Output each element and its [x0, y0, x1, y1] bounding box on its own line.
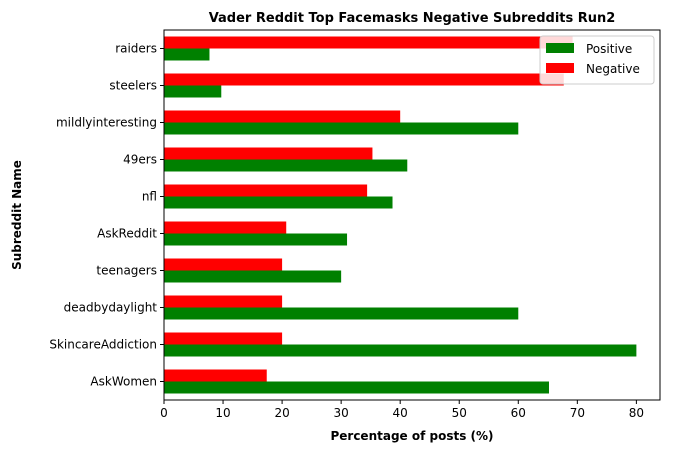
bar-positive-49ers: [164, 159, 408, 172]
legend-swatch-positive: [546, 43, 574, 53]
y-tick-label: AskWomen: [90, 375, 157, 389]
x-tick-label: 70: [570, 406, 585, 420]
bar-positive-steelers: [164, 85, 222, 98]
x-tick-label: 10: [215, 406, 230, 420]
bar-negative-nfl: [164, 184, 368, 197]
bar-negative-raiders: [164, 36, 573, 49]
legend-swatch-negative: [546, 63, 574, 73]
y-tick-label: deadbydaylight: [64, 301, 158, 315]
y-tick-label: AskReddit: [97, 227, 157, 241]
bar-negative-askwomen: [164, 369, 267, 382]
bar-negative-askreddit: [164, 221, 287, 234]
y-tick-label: 49ers: [123, 153, 157, 167]
x-tick-label: 60: [511, 406, 526, 420]
bar-negative-teenagers: [164, 258, 283, 271]
bar-positive-deadbydaylight: [164, 307, 519, 320]
bar-negative-steelers: [164, 73, 564, 86]
bar-positive-askreddit: [164, 233, 348, 246]
y-tick-label: steelers: [109, 79, 157, 93]
bar-positive-askwomen: [164, 381, 549, 394]
bar-positive-mildlyinteresting: [164, 122, 519, 135]
bar-positive-skincareaddiction: [164, 344, 637, 357]
bar-negative-deadbydaylight: [164, 295, 283, 308]
bar-negative-49ers: [164, 147, 373, 160]
x-axis-ticks: 0 10 20 30 40 50 60 70 80: [160, 400, 644, 420]
legend-label-positive: Positive: [586, 42, 632, 56]
x-tick-label: 30: [334, 406, 349, 420]
y-axis-label: Subreddit Name: [10, 160, 24, 270]
y-axis-ticks: AskWomen SkincareAddiction deadbydaylight t…: [49, 42, 164, 389]
x-tick-label: 0: [160, 406, 168, 420]
y-tick-label: nfl: [142, 190, 157, 204]
y-tick-label: SkincareAddiction: [49, 338, 157, 352]
x-tick-label: 80: [629, 406, 644, 420]
legend-label-negative: Negative: [586, 62, 640, 76]
bar-positive-nfl: [164, 196, 393, 209]
plot-frame: [163, 29, 661, 401]
y-tick-label: raiders: [115, 42, 157, 56]
chart-title: Vader Reddit Top Facemasks Negative Subr…: [209, 11, 616, 26]
bar-positive-raiders: [164, 48, 210, 61]
y-tick-label: teenagers: [96, 264, 157, 278]
x-tick-label: 40: [393, 406, 408, 420]
bar-negative-mildlyinteresting: [164, 110, 401, 123]
x-tick-label: 20: [274, 406, 289, 420]
y-tick-label: mildlyinteresting: [56, 116, 157, 130]
legend: Positive Negative: [539, 35, 655, 85]
bars-layer: [164, 36, 637, 394]
bar-negative-skincareaddiction: [164, 332, 283, 345]
bar-positive-teenagers: [164, 270, 342, 283]
x-axis-label: Percentage of posts (%): [330, 429, 493, 443]
x-tick-label: 50: [452, 406, 467, 420]
